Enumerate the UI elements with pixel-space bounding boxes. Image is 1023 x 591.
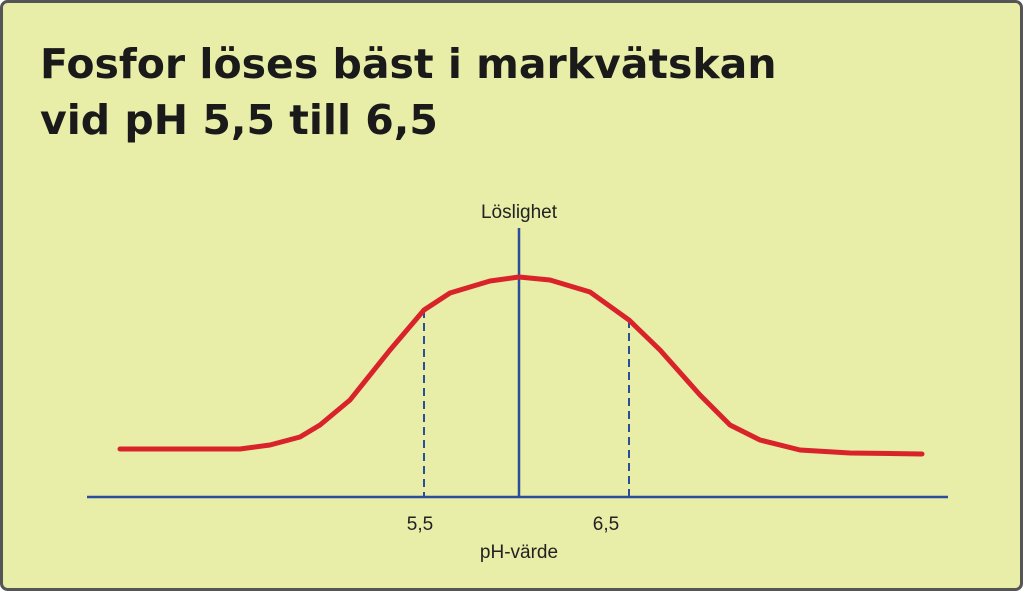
x-tick-label: 6,5 xyxy=(593,514,619,535)
y-axis-label: Löslighet xyxy=(481,202,558,223)
title-line: Fosfor löses bäst i markvätskan xyxy=(40,40,777,88)
x-axis-label: pH-värde xyxy=(480,542,558,563)
x-tick-label: 5,5 xyxy=(407,514,433,535)
title-line: vid pH 5,5 till 6,5 xyxy=(40,96,438,144)
solubility-curve xyxy=(117,274,925,457)
